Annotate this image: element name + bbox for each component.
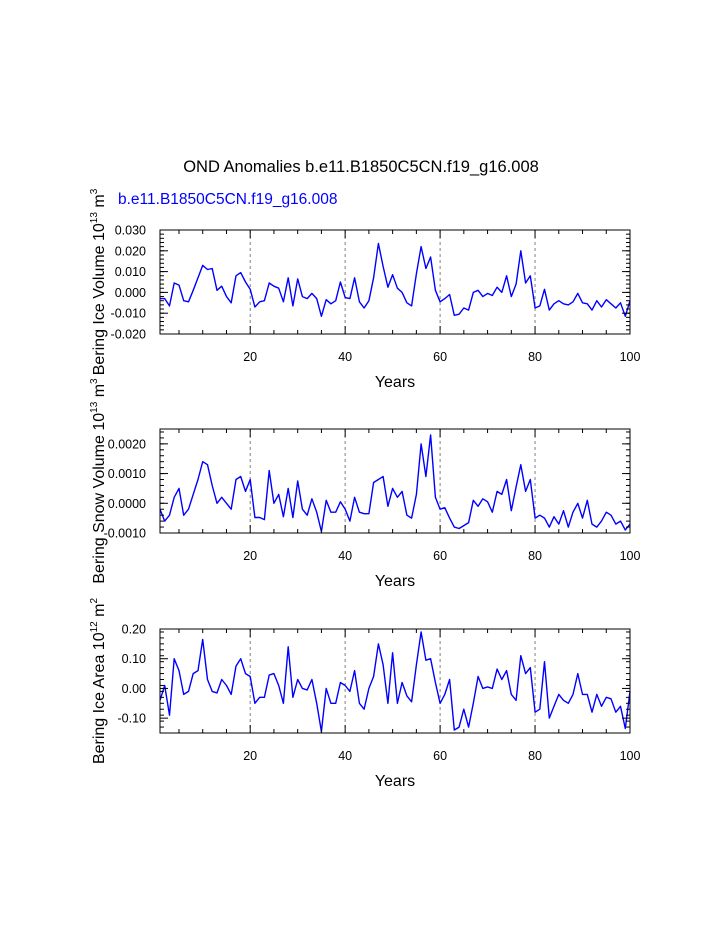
x-tick-label: 60 <box>433 549 447 563</box>
y-axis-label-text: m <box>91 384 108 402</box>
y-tick-label: -0.010 <box>111 307 146 321</box>
x-axis-label: Years <box>375 374 415 391</box>
series-line <box>159 434 631 533</box>
x-tick-label: 60 <box>433 749 447 763</box>
figure-subtitle: b.e11.B1850C5CN.f19_g16.008 <box>118 191 337 208</box>
y-tick-label: 0.020 <box>115 244 146 258</box>
y-axis-label-text: Bering Snow Volume 10 <box>91 413 108 584</box>
series-line <box>159 631 631 733</box>
y-axis-label: Bering Snow Volume 1013 m3 <box>89 378 108 584</box>
chart-panel-3: -0.10 0.00 0.10 0.20 20 40 60 80 100 Years Bering … <box>89 598 640 790</box>
chart-panel-1: -0.020 -0.010 0.000 0.010 0.020 0.030 20 40 60 80… <box>89 188 640 391</box>
y-tick-label: -0.0010 <box>104 527 146 541</box>
y-tick-label: 0.0000 <box>108 497 146 511</box>
x-tick-label: 40 <box>338 549 352 563</box>
x-axis-label: Years <box>375 573 415 590</box>
series-line <box>160 242 631 317</box>
x-tick-label: 60 <box>433 350 447 364</box>
plot-frame <box>159 428 631 534</box>
y-axis-label-text: Bering Ice Area 10 <box>91 632 108 764</box>
y-tick-label: 0.000 <box>115 286 146 300</box>
plot-frame <box>159 628 631 734</box>
y-axis-label-superscript: 3 <box>89 378 100 384</box>
x-tick-label: 100 <box>620 350 641 364</box>
x-tick-label: 80 <box>528 749 542 763</box>
y-axis-label-superscript: 2 <box>89 598 100 604</box>
chart-panel-2: -0.0010 0.0000 0.0010 0.0020 20 40 60 80 100 Year… <box>89 378 640 590</box>
figure-title: OND Anomalies b.e11.B1850C5CN.f19_g16.00… <box>183 158 539 176</box>
y-axis-label: Bering Ice Area 1012 m2 <box>89 598 108 765</box>
x-tick-label: 100 <box>620 749 641 763</box>
y-tick-label: 0.00 <box>122 682 146 696</box>
plot-frame <box>159 229 631 335</box>
y-tick-label: 0.10 <box>122 652 146 666</box>
y-axis-label-text: m <box>91 604 108 622</box>
y-axis-label-superscript: 12 <box>89 621 100 633</box>
y-axis-label-superscript: 3 <box>89 188 100 194</box>
y-axis-label-superscript: 13 <box>89 212 100 224</box>
y-tick-label: 0.030 <box>115 224 146 238</box>
y-axis-label-superscript: 13 <box>89 401 100 413</box>
x-axis-label: Years <box>375 773 415 790</box>
x-tick-label: 80 <box>528 350 542 364</box>
y-tick-label: -0.10 <box>118 712 147 726</box>
y-tick-label: -0.020 <box>111 328 146 342</box>
y-tick-label: 0.0020 <box>108 437 146 451</box>
panels: -0.020 -0.010 0.000 0.010 0.020 0.030 20 40 60 80… <box>89 188 640 790</box>
y-tick-label: 0.20 <box>122 623 146 637</box>
x-tick-label: 20 <box>243 749 257 763</box>
x-tick-label: 40 <box>338 749 352 763</box>
y-axis-label: Bering Ice Volume 1013 m3 <box>89 188 108 375</box>
y-tick-label: 0.0010 <box>108 467 146 481</box>
x-tick-label: 20 <box>243 549 257 563</box>
y-axis-label-text: m <box>91 194 108 212</box>
y-tick-label: 0.010 <box>115 265 146 279</box>
x-tick-label: 100 <box>620 549 641 563</box>
x-tick-label: 80 <box>528 549 542 563</box>
x-tick-label: 20 <box>243 350 257 364</box>
x-tick-label: 40 <box>338 350 352 364</box>
y-axis-label-text: Bering Ice Volume 10 <box>91 223 108 375</box>
